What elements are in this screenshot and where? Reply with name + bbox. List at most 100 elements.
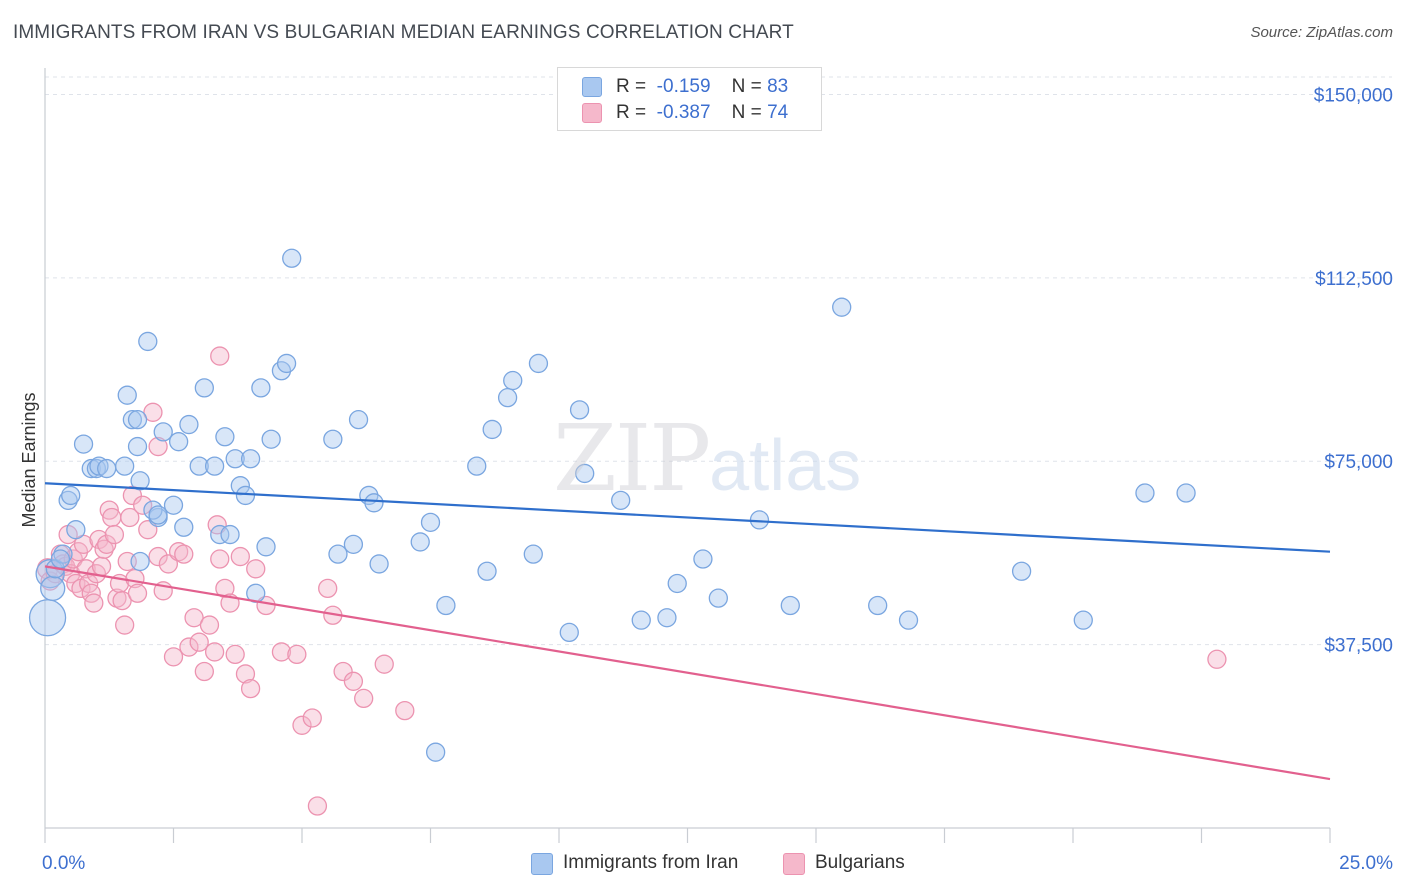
bulgarians-legend-label: Bulgarians <box>815 852 905 873</box>
data-point <box>631 610 651 630</box>
data-point <box>369 554 389 574</box>
data-point <box>73 434 94 454</box>
legend-n-value: 83 <box>767 76 789 97</box>
data-point <box>133 495 153 515</box>
data-point <box>240 678 261 699</box>
data-point <box>120 507 140 528</box>
y-axis-label: Median Earnings <box>19 392 39 527</box>
bulgarians-legend-swatch <box>783 853 805 875</box>
x-tick-label-min: 0.0% <box>42 853 85 874</box>
data-point <box>307 796 328 816</box>
data-point <box>246 559 266 579</box>
data-point <box>199 615 220 635</box>
data-point <box>251 378 271 398</box>
legend-n-value: 74 <box>767 102 789 123</box>
source-credit: Source: ZipAtlas.com <box>1250 24 1393 41</box>
data-point <box>559 622 579 643</box>
data-point <box>523 544 543 564</box>
data-point <box>832 297 852 317</box>
data-point <box>84 593 104 613</box>
data-point <box>215 578 235 599</box>
iran-points <box>28 248 1196 762</box>
data-point <box>115 615 135 635</box>
data-point <box>410 532 430 552</box>
y-tick-label: $37,500 <box>1324 636 1393 657</box>
data-point <box>174 517 194 537</box>
data-point <box>503 370 523 391</box>
data-point <box>348 410 369 430</box>
data-point <box>343 534 364 555</box>
data-point <box>143 402 163 422</box>
y-tick-label: $75,000 <box>1324 452 1393 473</box>
data-point <box>127 410 148 430</box>
data-point <box>256 537 276 557</box>
data-point <box>81 458 101 479</box>
y-tick-label: $150,000 <box>1314 85 1393 106</box>
data-point <box>323 429 343 449</box>
data-point <box>153 422 173 442</box>
iran-legend-swatch <box>531 853 553 875</box>
watermark-zip: ZIP <box>553 405 711 512</box>
data-point <box>112 590 132 611</box>
data-point <box>1207 649 1227 669</box>
data-point <box>91 556 112 577</box>
data-point <box>210 524 230 545</box>
data-point <box>328 544 348 564</box>
data-point <box>467 456 487 476</box>
data-point <box>569 400 590 420</box>
data-point <box>168 542 189 562</box>
data-point <box>89 456 109 476</box>
axes <box>44 68 1331 843</box>
data-point <box>163 495 184 515</box>
data-point <box>163 647 184 667</box>
legend-r-label: R = <box>616 102 647 123</box>
data-point <box>204 456 225 476</box>
data-point <box>693 549 713 569</box>
data-point <box>194 661 214 682</box>
legend-r-label: R = <box>616 76 647 97</box>
data-point <box>50 549 71 569</box>
data-point <box>1011 561 1032 581</box>
data-point <box>215 427 235 447</box>
data-point <box>292 715 312 735</box>
data-point <box>225 449 245 469</box>
data-point <box>708 588 728 608</box>
data-point <box>99 500 119 520</box>
data-point <box>130 471 150 491</box>
data-point <box>174 544 194 564</box>
data-point <box>276 353 297 374</box>
data-point <box>657 608 677 628</box>
data-point <box>343 671 364 691</box>
data-point <box>497 388 518 408</box>
data-point <box>364 493 384 513</box>
data-point <box>1135 483 1155 503</box>
data-point <box>184 608 204 628</box>
data-point <box>107 588 127 608</box>
data-point <box>575 463 595 484</box>
data-point <box>204 642 225 662</box>
data-point <box>179 414 199 435</box>
data-point <box>148 505 168 525</box>
data-point <box>28 599 67 637</box>
bulgarians-swatch <box>582 103 602 123</box>
data-point <box>168 432 189 452</box>
data-point <box>667 573 687 594</box>
data-point <box>282 248 302 268</box>
stats-legend: R = -0.159 N = 83 R = -0.387 N = 74 <box>557 67 822 131</box>
data-point <box>240 449 261 469</box>
data-point <box>482 419 502 440</box>
data-point <box>189 456 209 476</box>
data-point <box>122 410 143 430</box>
data-point <box>395 700 415 721</box>
data-point <box>148 436 168 457</box>
data-point <box>235 664 256 684</box>
data-point <box>127 436 148 457</box>
iran-legend-label: Immigrants from Iran <box>563 852 739 873</box>
data-point <box>868 595 888 616</box>
data-point <box>333 661 353 682</box>
chart-title: IMMIGRANTS FROM IRAN VS BULGARIAN MEDIAN… <box>13 22 794 43</box>
data-point <box>104 524 125 545</box>
data-point <box>40 575 66 602</box>
data-point <box>235 485 256 506</box>
